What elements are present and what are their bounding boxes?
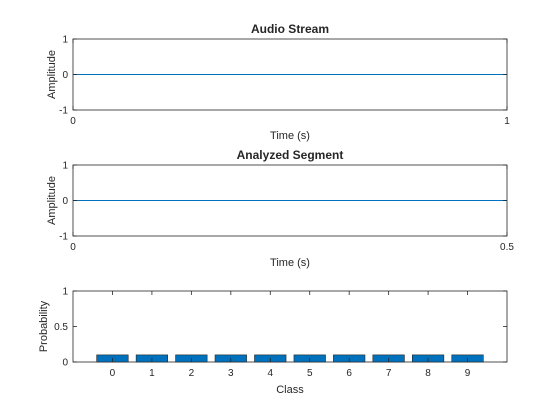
- y-tick-label: 0: [62, 358, 68, 369]
- x-tick-label: 0.5: [500, 242, 514, 253]
- x-tick-label-class-9: 9: [465, 368, 471, 379]
- x-tick-label-class-8: 8: [425, 368, 431, 379]
- x-tick-label-class-6: 6: [346, 368, 352, 379]
- x-tick-label-class-7: 7: [386, 368, 392, 379]
- y-tick-label: 1: [62, 287, 68, 298]
- audio-stream-y-ticks: -1 0 1: [59, 35, 507, 117]
- x-tick-label: 0: [70, 242, 76, 253]
- analyzed-segment-y-ticks: -1 0 1: [59, 161, 507, 243]
- y-tick-label: 1: [62, 35, 68, 46]
- class-probability-y-ticks: 00.51: [54, 287, 507, 369]
- analyzed-segment-x-label: Time (s): [270, 257, 310, 269]
- y-tick-label: 0.5: [54, 322, 68, 333]
- y-tick-label: -1: [59, 232, 68, 243]
- x-tick-label-class-0: 0: [110, 368, 116, 379]
- x-tick-label: 0: [70, 116, 76, 127]
- analyzed-segment-x-ticks: 0 0.5: [70, 165, 514, 253]
- class-probability-plot-area: [72, 290, 508, 363]
- x-tick-label-class-5: 5: [307, 368, 313, 379]
- analyzed-segment-title: Analyzed Segment: [237, 148, 344, 162]
- audio-stream-title: Audio Stream: [251, 22, 329, 36]
- y-tick-label: 0: [62, 196, 68, 207]
- y-tick-label: 0: [62, 70, 68, 81]
- audio-stream-y-label: Amplitude: [46, 50, 58, 99]
- x-tick-label-class-4: 4: [267, 368, 273, 379]
- class-probability-x-label: Class: [276, 384, 304, 396]
- y-tick-label: -1: [59, 106, 68, 117]
- x-tick-label-class-3: 3: [228, 368, 234, 379]
- class-probability-x-ticks: 0 1 2 3 4 5 6 7 8 9: [110, 291, 471, 379]
- x-tick-label-class-1: 1: [149, 368, 155, 379]
- analyzed-segment-axes: -101 0 0.5 Analyzed Segment Time (s) Ampl…: [46, 148, 514, 269]
- x-tick-label: 1: [504, 116, 510, 127]
- class-probability-y-label: Probability: [38, 300, 50, 352]
- y-tick-label: 1: [62, 161, 68, 172]
- analyzed-segment-y-label: Amplitude: [46, 176, 58, 225]
- audio-stream-x-label: Time (s): [270, 130, 310, 142]
- x-tick-label-class-2: 2: [189, 368, 195, 379]
